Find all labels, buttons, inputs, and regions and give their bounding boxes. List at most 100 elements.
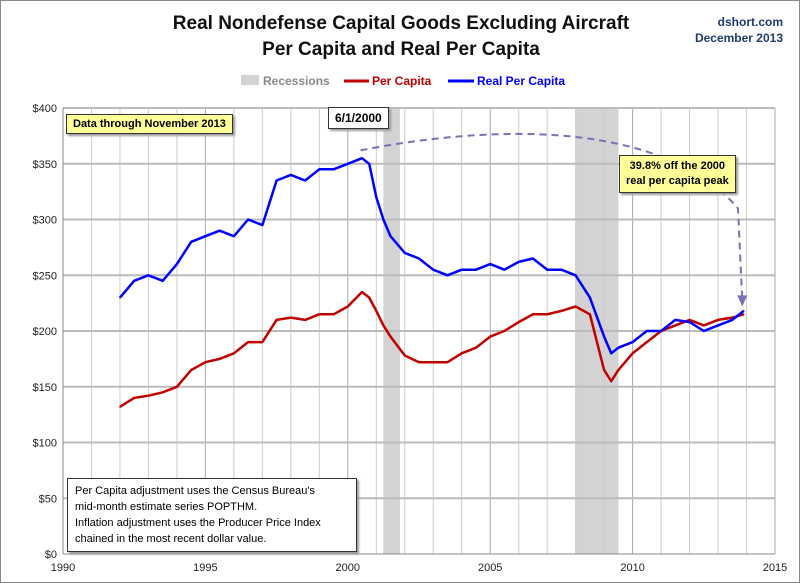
data-point <box>742 310 745 312</box>
peak-date-callout: 6/1/2000 <box>328 107 389 129</box>
data-point <box>546 313 548 316</box>
y-tick-label: $0 <box>45 549 57 561</box>
data-point <box>603 335 605 338</box>
y-tick-label: $400 <box>33 103 57 115</box>
data-point <box>503 330 506 332</box>
data-point <box>133 280 135 282</box>
y-tick-label: $250 <box>33 270 57 282</box>
legend-label-real-per-capita: Real Per Capita <box>477 74 565 88</box>
x-tick-label: 2015 <box>763 562 787 574</box>
y-tick-label: $300 <box>33 215 57 227</box>
peak-drop-line2: real per capita peak <box>626 175 729 187</box>
data-point <box>660 330 662 332</box>
data-point <box>460 352 463 355</box>
data-point <box>574 305 577 308</box>
data-point <box>574 274 577 277</box>
data-point <box>742 313 745 316</box>
data-point <box>204 235 207 238</box>
data-point <box>703 324 705 327</box>
chart-subtitle: Per Capita and Real Per Capita <box>262 39 540 60</box>
data-point <box>688 319 691 321</box>
data-point <box>610 352 613 355</box>
data-point <box>275 179 278 182</box>
legend-label-per-capita: Per Capita <box>372 74 432 88</box>
data-point <box>532 257 534 260</box>
data-point <box>218 358 221 360</box>
note-line: Inflation adjustment uses the Producer P… <box>75 517 321 529</box>
data-point <box>517 261 520 263</box>
data-point <box>646 330 648 332</box>
data-point <box>361 291 363 293</box>
data-point <box>617 369 620 371</box>
series-line-real-per-capita <box>119 156 745 355</box>
data-point <box>332 168 335 171</box>
data-point <box>361 157 363 159</box>
data-point <box>347 162 349 165</box>
legend-label-recessions: Recessions <box>263 74 330 88</box>
data-point <box>589 296 591 299</box>
date-label: December 2013 <box>694 31 783 45</box>
data-point <box>190 241 192 243</box>
data-point <box>731 319 734 321</box>
data-point <box>446 274 449 277</box>
x-tick-label: 2005 <box>478 562 502 574</box>
data-point <box>382 324 385 327</box>
data-point <box>176 263 178 265</box>
data-point <box>475 346 477 349</box>
data-point <box>674 324 677 327</box>
data-point <box>247 341 249 343</box>
data-point <box>290 174 292 176</box>
data-point <box>375 310 378 312</box>
data-point <box>403 252 406 254</box>
data-point <box>688 321 691 323</box>
data-point <box>247 218 249 221</box>
data-point <box>717 319 719 321</box>
data-point <box>176 385 178 388</box>
data-point <box>233 235 235 238</box>
chart-title: Real Nondefense Capital Goods Excluding … <box>172 13 630 34</box>
series-line-per-capita <box>119 290 745 408</box>
legend-swatch-recessions <box>241 75 259 85</box>
data-point <box>304 179 306 182</box>
data-point <box>674 319 677 321</box>
y-tick-label: $350 <box>33 159 57 171</box>
data-point <box>717 324 719 327</box>
peak-drop-line1: 39.8% off the 2000 <box>629 160 726 172</box>
data-point <box>489 263 492 265</box>
data-point <box>610 380 613 382</box>
data-point <box>503 268 506 271</box>
data-point <box>631 352 634 355</box>
data-point <box>517 321 520 323</box>
y-tick-label: $200 <box>33 326 57 338</box>
data-point <box>603 369 605 371</box>
data-point <box>460 268 463 271</box>
data-point <box>389 335 392 338</box>
data-point <box>475 268 477 271</box>
data-point <box>161 280 164 282</box>
data-point <box>161 391 164 394</box>
data-point <box>304 319 306 321</box>
data-point <box>290 316 292 319</box>
data-point <box>589 313 591 316</box>
data-point <box>261 341 264 343</box>
y-tick-label: $50 <box>39 493 57 505</box>
data-point <box>318 168 321 171</box>
data-point <box>560 310 563 312</box>
data-point <box>560 268 563 271</box>
data-point <box>119 296 121 299</box>
data-point <box>147 274 150 277</box>
source-label: dshort.com <box>717 15 783 29</box>
data-point <box>646 341 648 343</box>
x-tick-label: 1995 <box>193 562 217 574</box>
data-point <box>375 196 378 198</box>
data-point <box>546 268 548 271</box>
note-line: mid-month estimate series POPTHM. <box>75 501 258 513</box>
data-point <box>233 352 235 355</box>
data-point <box>332 313 335 316</box>
data-point <box>218 229 221 232</box>
data-point <box>133 397 135 399</box>
data-point <box>368 162 370 165</box>
data-point <box>147 394 150 397</box>
y-tick-label: $100 <box>33 438 57 450</box>
